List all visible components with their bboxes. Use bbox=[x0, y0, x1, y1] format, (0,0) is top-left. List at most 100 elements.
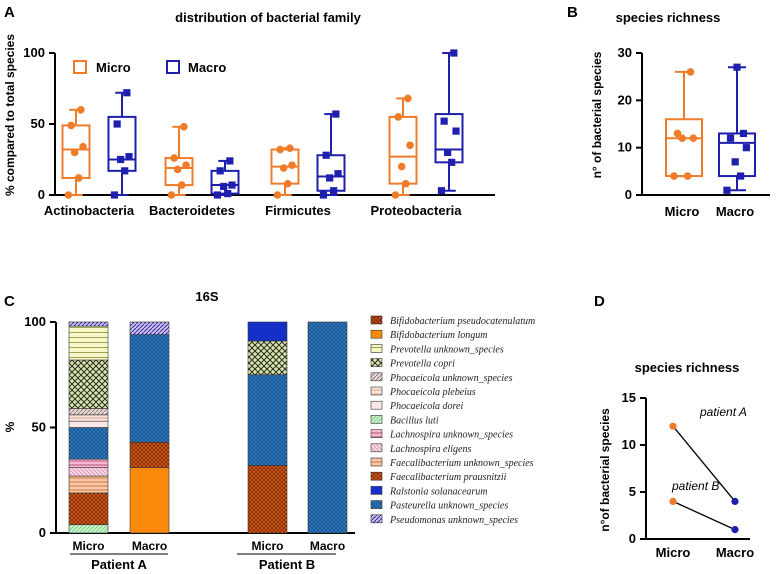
panel-a-title: distribution of bacterial family bbox=[175, 10, 361, 25]
panel-a-legend: Micro Macro bbox=[73, 60, 226, 75]
category-label-actinobacteria: Actinobacteria bbox=[44, 203, 135, 218]
panel-b-tick-label-20: 20 bbox=[618, 92, 632, 107]
box-macro-actinobacteria-point bbox=[121, 167, 129, 175]
panel-d-ylabel: n°of bacterial species bbox=[598, 408, 612, 532]
box-macro-proteobacteria-point bbox=[437, 187, 446, 195]
bar-segment-patient-b-micro bbox=[247, 340, 288, 376]
bar-segment-patient-a-micro bbox=[68, 458, 109, 468]
bar-segment-patient-b-macro bbox=[307, 321, 348, 534]
panel-a-ylabel: % compared to total species bbox=[3, 34, 17, 196]
panel-d: D species richness n°of bacterial specie… bbox=[594, 293, 754, 560]
category-label-proteobacteria: Proteobacteria bbox=[370, 203, 462, 218]
bar-segment-patient-a-micro bbox=[68, 408, 109, 416]
bar-segment-patient-a-micro bbox=[68, 524, 109, 534]
legend-macro-swatch bbox=[166, 60, 180, 74]
box-richness-macro-point bbox=[739, 129, 748, 138]
box-richness-macro-point bbox=[733, 63, 741, 71]
box-richness-micro-point bbox=[678, 134, 686, 142]
annotation-patient-a: patient A bbox=[699, 405, 747, 419]
panel-b-letter: B bbox=[567, 4, 578, 21]
legend-label-5: Phocaeicola plebeius bbox=[389, 387, 476, 398]
bar-segment-patient-a-micro bbox=[68, 475, 109, 494]
box-micro-bacteroidetes-point bbox=[180, 123, 188, 131]
box-micro-proteobacteria-point bbox=[397, 162, 406, 171]
category-label-bacteroidetes: Bacteroidetes bbox=[149, 203, 235, 218]
panel-d-tick-label-5: 5 bbox=[629, 484, 636, 499]
point-macro-patient-A bbox=[731, 497, 739, 505]
box-micro-actinobacteria-point bbox=[74, 174, 83, 182]
point-macro-patient-B bbox=[731, 526, 739, 534]
bar-label-1: Macro bbox=[132, 539, 167, 553]
patient-b-label: Patient B bbox=[259, 557, 315, 572]
panel-d-letter: D bbox=[594, 293, 605, 310]
panel-c-letter: C bbox=[4, 293, 15, 310]
box-micro-bacteroidetes-point bbox=[182, 161, 190, 169]
bar-segment-patient-b-micro bbox=[247, 374, 288, 466]
panel-c-y-ticks: 0 50 100 bbox=[24, 314, 56, 540]
box-macro-firmicutes-point bbox=[334, 170, 342, 178]
bar-segment-patient-b-micro bbox=[247, 321, 288, 342]
bar-segment-patient-a-micro bbox=[68, 492, 109, 525]
box-micro-firmicutes-point bbox=[283, 179, 292, 188]
box-richness-micro-point bbox=[683, 172, 692, 180]
bar-segment-patient-a-macro bbox=[129, 334, 170, 443]
annotation-patient-b: patient B bbox=[671, 479, 719, 493]
panel-b-x-label-macro: Macro bbox=[716, 204, 754, 219]
legend-label-2: Prevotella unknown_species bbox=[389, 344, 504, 355]
box-micro-actinobacteria-point bbox=[64, 191, 73, 199]
legend-label-7: Bacillus luti bbox=[390, 415, 439, 426]
panel-b-title: species richness bbox=[616, 10, 721, 25]
legend-swatch-14 bbox=[370, 514, 383, 524]
legend-swatch-3 bbox=[370, 358, 383, 367]
box-micro-firmicutes-point bbox=[276, 145, 284, 154]
panel-c-title: 16S bbox=[195, 289, 218, 304]
bar-segment-patient-a-micro bbox=[68, 427, 109, 460]
box-macro-actinobacteria-point bbox=[125, 153, 133, 161]
legend-label-11: Faecalibacterium prausnitzii bbox=[389, 472, 507, 483]
box-micro-bacteroidetes-point bbox=[170, 154, 178, 162]
line-patient-B bbox=[672, 500, 736, 531]
box-micro-actinobacteria-point bbox=[79, 142, 87, 151]
category-label-firmicutes: Firmicutes bbox=[265, 203, 331, 218]
box-macro-bacteroidetes-point bbox=[226, 157, 234, 165]
box-macro-firmicutes-point bbox=[332, 110, 340, 118]
panel-b-y-ticks: 0 10 20 30 bbox=[618, 45, 642, 202]
panel-c-bars bbox=[68, 321, 348, 534]
bar-segment-patient-a-micro bbox=[68, 414, 109, 422]
box-macro-bacteroidetes-point bbox=[213, 191, 222, 199]
legend-swatch-0 bbox=[370, 315, 383, 325]
box-micro-bacteroidetes-point bbox=[173, 165, 182, 174]
patient-a-label: Patient A bbox=[91, 557, 147, 572]
panel-d-x-label-micro: Micro bbox=[656, 545, 691, 560]
panel-a-letter: A bbox=[4, 4, 15, 21]
box-macro-firmicutes-point bbox=[319, 191, 328, 199]
panel-b-tick-label-30: 30 bbox=[618, 45, 632, 60]
panel-c: C 16S % 0 50 100 Micro Macro Micro Macro Pati… bbox=[3, 289, 535, 572]
legend-micro-label: Micro bbox=[96, 60, 131, 75]
bar-segment-patient-a-micro bbox=[68, 325, 109, 361]
panel-a-tick-label-50: 50 bbox=[31, 116, 45, 131]
box-macro-proteobacteria-point bbox=[448, 158, 456, 166]
legend-label-9: Lachnospira eligens bbox=[389, 444, 471, 455]
box-micro-proteobacteria-point bbox=[391, 191, 400, 199]
box-richness-macro-point bbox=[731, 158, 739, 166]
legend-label-12: Ralstonia solanacearum bbox=[389, 486, 488, 497]
bar-label-2: Micro bbox=[251, 539, 283, 553]
legend-macro-label: Macro bbox=[188, 60, 226, 75]
legend-label-0: Bifidobacterium pseudocatenulatum bbox=[390, 316, 535, 327]
box-richness-macro-box bbox=[718, 132, 756, 178]
panel-d-title: species richness bbox=[635, 360, 740, 375]
legend-swatch-4 bbox=[370, 372, 383, 382]
legend-swatch-9 bbox=[370, 443, 383, 453]
bar-segment-patient-a-macro bbox=[129, 441, 170, 468]
box-macro-proteobacteria-point bbox=[444, 148, 452, 156]
panel-b-tick-label-10: 10 bbox=[618, 140, 632, 155]
box-macro-bacteroidetes-point bbox=[224, 189, 232, 198]
legend-label-14: Pseudomonas unknown_species bbox=[389, 515, 518, 526]
box-micro-actinobacteria-point bbox=[70, 148, 79, 157]
panel-b-boxes bbox=[665, 63, 756, 194]
box-micro-bacteroidetes-point bbox=[177, 181, 186, 189]
box-macro-actinobacteria-point bbox=[123, 89, 131, 97]
legend-swatch-1 bbox=[370, 329, 383, 339]
box-macro-proteobacteria-point bbox=[452, 127, 460, 135]
